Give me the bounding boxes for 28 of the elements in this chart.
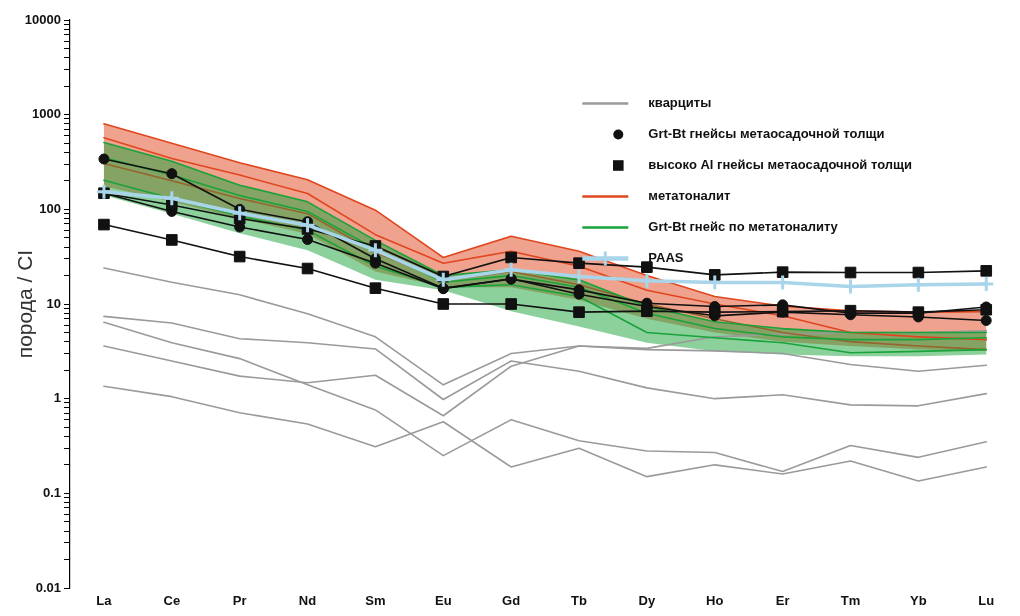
legend-label: высоко Al гнейсы метаосадочной толщи (648, 157, 913, 173)
y-tick-label: 1000 (32, 106, 61, 122)
x-tick-label: Tm (840, 593, 861, 609)
x-tick-label: Er (775, 593, 790, 609)
legend-label: Grt-Bt гнейсы метаосадочной толщи (648, 126, 885, 142)
x-tick-label: Ho (706, 593, 724, 609)
y-tick-label: 10 (46, 295, 61, 311)
x-tick-label: Eu (434, 593, 452, 609)
y-tick-label: 1 (53, 390, 61, 406)
legend-label: Grt-Bt гнейс по метатоналиту (648, 219, 839, 235)
legend-label: PAAS (648, 250, 684, 266)
y-tick-label: 0.01 (35, 579, 61, 595)
y-tick-label: 10000 (24, 11, 61, 27)
y-axis-title: порода / CI (13, 249, 37, 359)
x-tick-label: Yb (910, 593, 927, 609)
x-tick-label: Lu (978, 593, 995, 609)
y-tick-label: 0.1 (42, 484, 61, 500)
x-tick-label: Sm (365, 593, 386, 609)
legend-label: кварциты (648, 95, 712, 111)
legend-label: метатоналит (648, 188, 731, 204)
x-tick-label: Nd (298, 593, 317, 609)
y-tick-label: 100 (39, 200, 61, 216)
x-tick-label: Dy (638, 593, 656, 609)
x-tick-label: Tb (571, 593, 588, 609)
x-tick-label: Ce (163, 593, 181, 609)
x-tick-label: Pr (232, 593, 247, 609)
x-tick-label: Gd (502, 593, 521, 609)
x-tick-label: La (96, 593, 113, 609)
